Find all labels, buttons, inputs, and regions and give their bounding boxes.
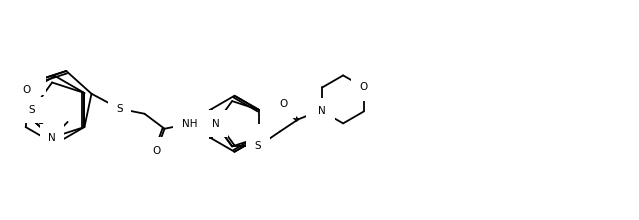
Text: N: N xyxy=(318,106,327,116)
Text: O: O xyxy=(279,99,288,109)
Text: N: N xyxy=(48,132,56,143)
Text: O: O xyxy=(360,82,368,92)
Text: S: S xyxy=(255,141,261,151)
Text: S: S xyxy=(116,104,123,114)
Text: N: N xyxy=(314,106,322,116)
Text: S: S xyxy=(256,133,262,143)
Text: NH: NH xyxy=(181,119,197,129)
Text: N: N xyxy=(30,77,38,86)
Text: O: O xyxy=(152,146,160,156)
Text: O: O xyxy=(23,85,31,95)
Text: N: N xyxy=(212,119,220,129)
Text: S: S xyxy=(29,105,35,115)
Text: S: S xyxy=(49,132,56,143)
